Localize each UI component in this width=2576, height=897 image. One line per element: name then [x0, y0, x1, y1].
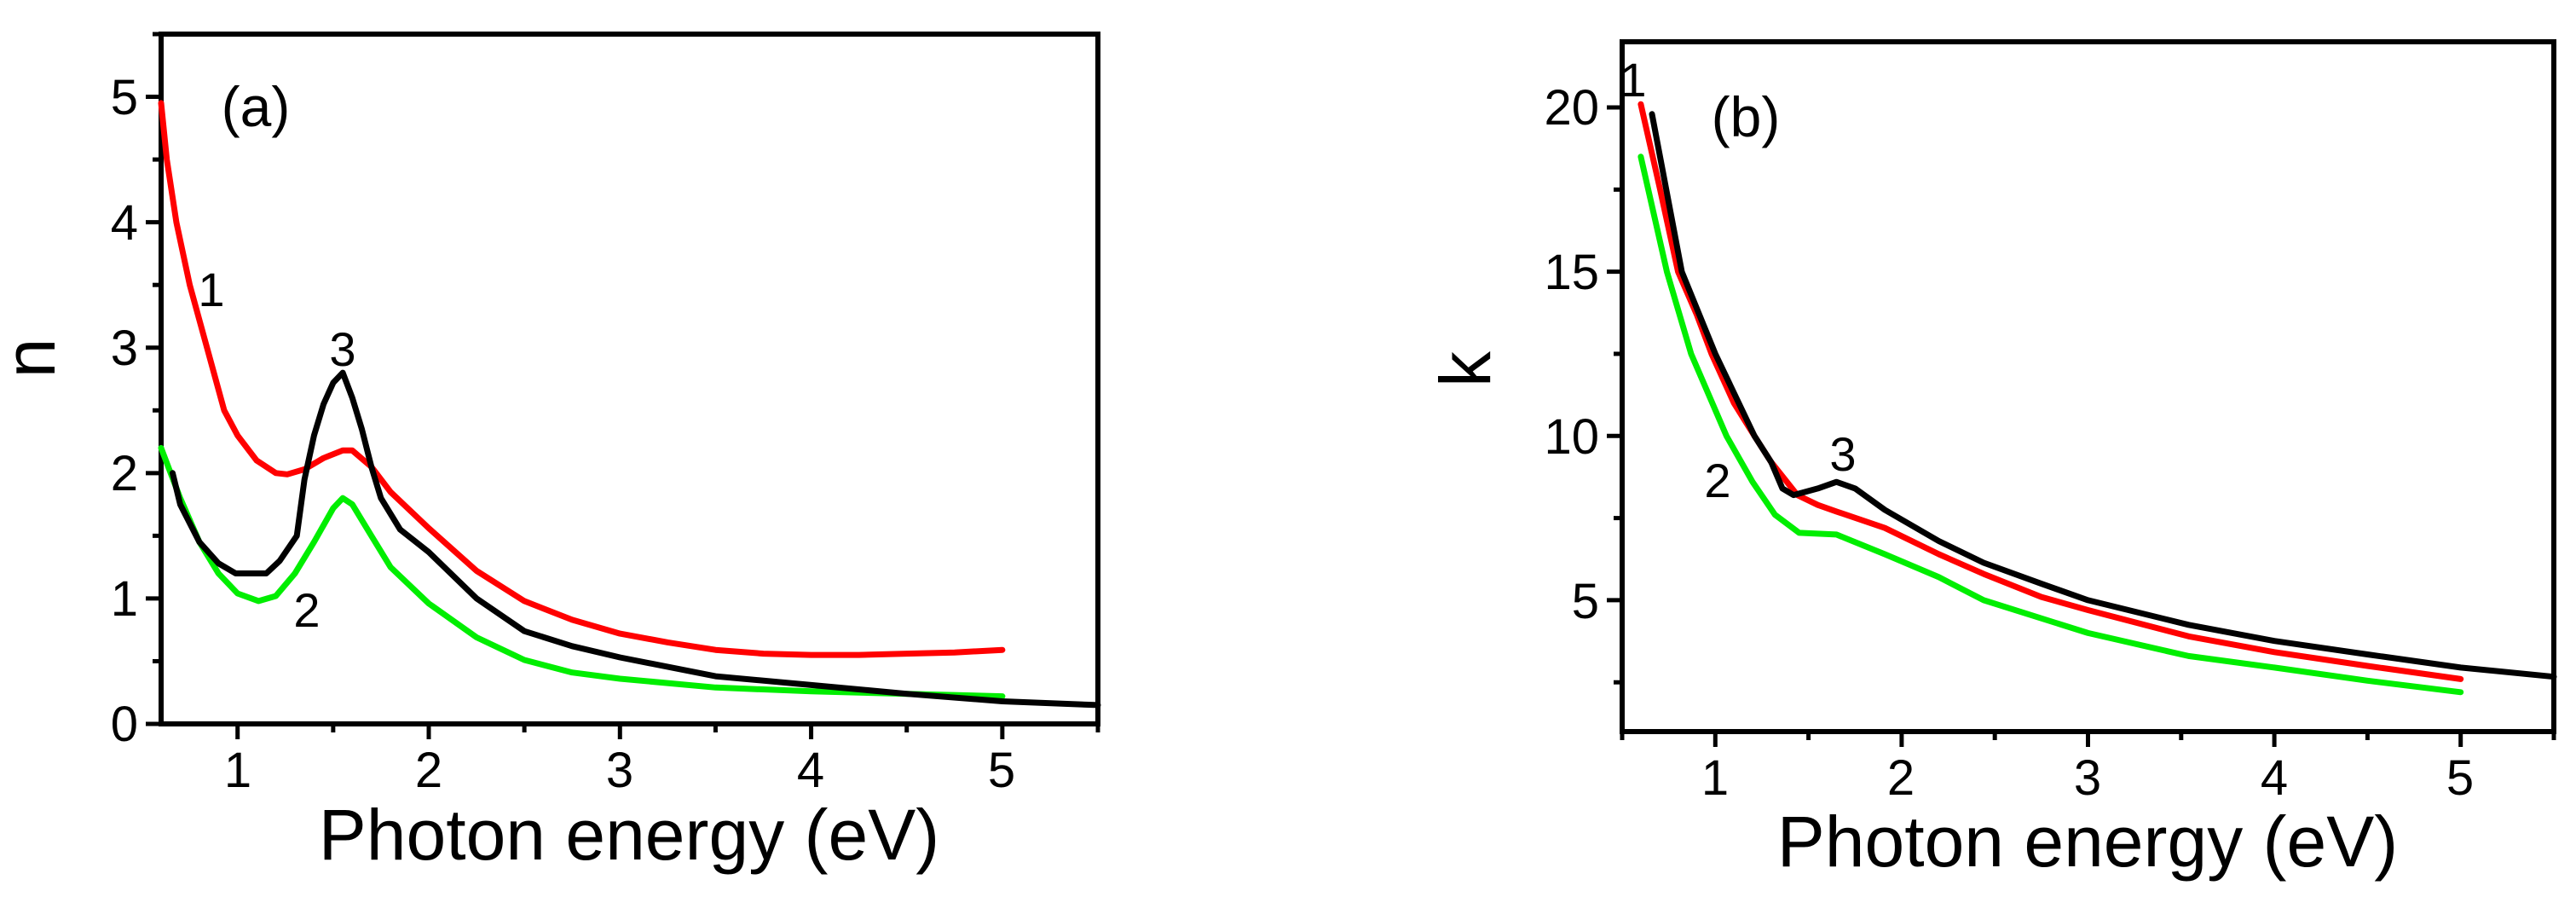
panel-a-xtick-label: 3: [606, 743, 633, 798]
panel-b-xtick-label: 1: [1701, 750, 1729, 806]
panel-a-plot-frame: [159, 32, 1100, 726]
panel-b-ticks: [1607, 105, 2556, 747]
panel-a-curve-label-2: 2: [293, 583, 320, 637]
panel-b-curve-3: [1649, 111, 2557, 680]
panel-b-ytick-label: 5: [1572, 574, 1599, 629]
panel-a-curve-label-3: 3: [329, 322, 355, 376]
panel-b-y-axis-title: k: [1425, 350, 1505, 387]
panel-b-curve-label-1: 1: [1620, 53, 1646, 107]
panel-a-ytick-label: 4: [111, 195, 138, 251]
panel-b-xtick-label: 2: [1887, 750, 1915, 806]
panel-a-curve-label-1: 1: [198, 263, 224, 316]
panel-b-curve-label-3: 3: [1829, 427, 1856, 481]
panel-b-curve-2: [1637, 153, 2464, 696]
panel-a-ticks: [146, 32, 1100, 739]
panel-a-ytick-label: 0: [111, 697, 138, 752]
panel-b-label: (b): [1712, 85, 1781, 148]
panel-b-xtick-label: 5: [2446, 750, 2474, 806]
panel-a-xtick-label: 5: [988, 743, 1015, 798]
panel-b-xtick-label: 3: [2074, 750, 2101, 806]
panel-a-curve-1: [158, 100, 1006, 658]
panel-a-curve-3: [170, 369, 1101, 709]
panel-a-xtick-label: 4: [797, 743, 824, 798]
panel-b-ytick-label: 15: [1544, 245, 1599, 300]
panel-a-ytick-label: 2: [111, 446, 138, 501]
panel-b-xtick-label: 4: [2261, 750, 2288, 806]
panel-b: 5 10 15 20 1 2 3 4 5 Photon energy (eV) …: [1425, 39, 2557, 882]
panel-b-ytick-label: 10: [1544, 409, 1599, 465]
panel-a-curve-2: [158, 444, 1006, 700]
panel-a: 0 1 2 3 4 5 1 2 3 4 5 Photon energy (eV)…: [0, 32, 1101, 875]
panel-a-xtick-label: 1: [224, 743, 251, 798]
panel-a-ytick-label: 1: [111, 571, 138, 627]
panel-a-x-axis-title: Photon energy (eV): [319, 795, 939, 875]
panel-a-ytick-label: 5: [111, 70, 138, 125]
panel-a-y-axis-title: n: [0, 339, 70, 379]
panel-a-ytick-label: 3: [111, 321, 138, 376]
panel-b-x-axis-title: Photon energy (eV): [1777, 802, 2398, 882]
panel-b-ytick-label: 20: [1544, 80, 1599, 136]
panel-a-xtick-label: 2: [415, 743, 442, 798]
panel-a-label: (a): [222, 75, 291, 138]
panel-b-curve-label-2: 2: [1704, 454, 1730, 507]
panel-b-curve-1: [1637, 101, 2464, 682]
